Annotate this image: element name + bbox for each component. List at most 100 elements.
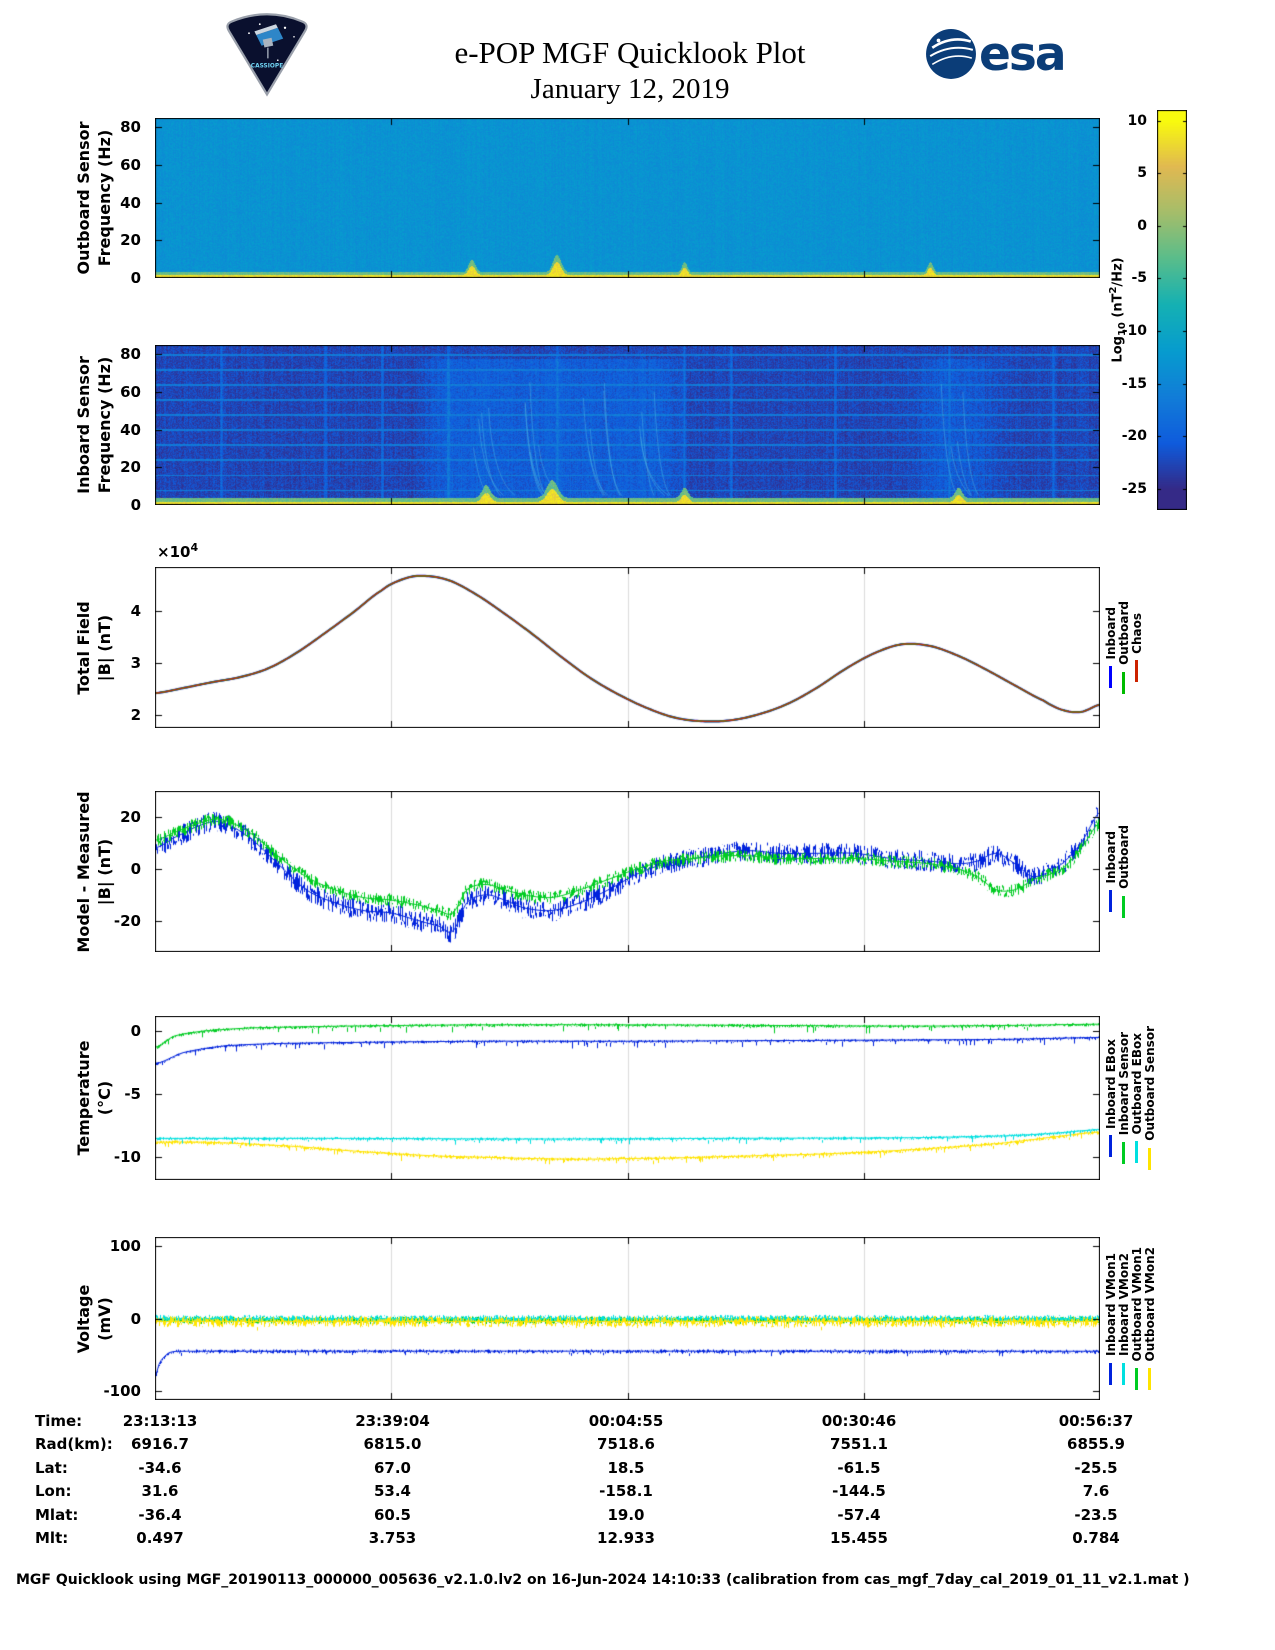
table-cell: -36.4: [138, 1505, 182, 1524]
row-label: Lat:: [35, 1458, 68, 1477]
table-row-radkm: Rad(km): 6916.7 6815.0 7518.6 7551.1 6855.9: [0, 1435, 1275, 1457]
title-block: e-POP MGF Quicklook Plot January 12, 201…: [320, 34, 940, 109]
y-tick-label: 3: [130, 654, 141, 673]
legend-label: Inboard VMon1: [1103, 1252, 1118, 1356]
y-tick-label: 100: [109, 1236, 141, 1255]
table-cell: -34.6: [138, 1458, 182, 1477]
y-tick-labels: 0 20 40 60 80: [0, 345, 150, 514]
outboard-spectrogram-canvas: [155, 118, 1100, 278]
legend-label: Inboard VMon2: [1116, 1252, 1131, 1356]
y-tick-labels: 0 20 40 60 80: [0, 118, 150, 287]
legend-marker: [1148, 1147, 1151, 1170]
table-cell: 31.6: [141, 1482, 179, 1501]
table-cell: 3.753: [368, 1529, 417, 1547]
y-tick-label: 60: [120, 156, 141, 175]
legend-label: Chaos: [1129, 612, 1144, 654]
table-cell: 19.0: [607, 1505, 645, 1524]
y-tick-label: -10: [113, 1148, 141, 1167]
y-tick-label: 40: [120, 420, 141, 439]
table-cell: -23.5: [1074, 1505, 1118, 1524]
table-cell: 7551.1: [830, 1435, 888, 1454]
colorbar-axis-label: Log10 (nT2/Hz): [1108, 257, 1128, 362]
legend-marker: [1122, 895, 1125, 918]
table-cell: 18.5: [607, 1458, 645, 1477]
legend-entry-outboard: Outboard: [1117, 791, 1131, 952]
legend-entry-outboard-vmon1: Outboard VMon1: [1129, 1237, 1144, 1400]
legend-marker: [1135, 660, 1138, 683]
legend-label: Outboard VMon1: [1129, 1246, 1144, 1362]
legend-marker: [1109, 890, 1112, 913]
cb-label-prefix: Log: [1110, 336, 1126, 363]
esa-wordmark: esa: [979, 26, 1067, 82]
legend-entry-outboard-ebox: Outboard EBox: [1129, 1016, 1144, 1180]
y-tick-label: 0: [130, 1309, 141, 1328]
legend-label: Inboard: [1103, 830, 1118, 884]
patch-shield: [226, 13, 308, 97]
cb-label-suffix: /Hz): [1110, 257, 1126, 287]
plot-area: [155, 345, 1100, 505]
patch-label: CASSIOPE: [251, 63, 283, 69]
row-label: Lon:: [35, 1482, 72, 1501]
legend-entry-inboard-sensor: Inboard Sensor: [1117, 1016, 1131, 1180]
y-tick-label: 40: [120, 193, 141, 212]
y-tick-label: 0: [130, 496, 141, 514]
legend-entry-outboard-vmon2: Outboard VMon2: [1143, 1237, 1157, 1400]
legend-label: Outboard EBox: [1129, 1032, 1144, 1135]
y-tick-label: 2: [130, 706, 141, 725]
colorbar-tick-label: -10: [1121, 323, 1147, 340]
colorbar-tick-label: -20: [1121, 428, 1147, 445]
plot-area: [155, 791, 1100, 952]
table-cell: 12.933: [597, 1529, 655, 1547]
table-row-time: Time: 23:13:13 23:39:04 00:04:55 00:30:46 00:…: [0, 1412, 1275, 1434]
patch-satellite-icon: [254, 24, 284, 59]
table-cell: 7.6: [1082, 1482, 1110, 1501]
table-cell: 23:39:04: [355, 1412, 430, 1430]
y-tick-label: 0: [130, 1022, 141, 1041]
model-minus-measured-canvas: [155, 791, 1100, 952]
legend-entry-inboard-ebox: Inboard EBox: [1104, 1016, 1118, 1180]
legend-label: Outboard: [1116, 601, 1131, 665]
colorbar-tick-label: -5: [1131, 270, 1147, 287]
panel-legend: Inboard Outboard Chaos: [1104, 567, 1144, 728]
esa-emblem-icon: [926, 29, 976, 79]
plot-area: [155, 1016, 1100, 1180]
y-tick-labels: 2 3 4: [0, 567, 150, 728]
esa-logo: esa: [925, 26, 1067, 82]
legend-marker: [1135, 1368, 1138, 1391]
table-cell: 00:04:55: [588, 1412, 664, 1430]
cb-label-sup: 2: [1108, 286, 1120, 294]
row-label: Time:: [35, 1412, 83, 1430]
table-cell: 60.5: [373, 1505, 411, 1524]
axis-scale-label: ×104: [157, 541, 198, 561]
row-label: Rad(km):: [35, 1435, 113, 1454]
table-cell: -25.5: [1074, 1458, 1118, 1477]
y-tick-label: 20: [120, 231, 141, 250]
colorbar-tick-label: 10: [1127, 112, 1147, 129]
y-tick-label: 0: [130, 859, 141, 878]
scale-prefix: ×10: [157, 543, 191, 561]
colorbar-tick-label: -25: [1121, 480, 1147, 497]
table-cell: 67.0: [373, 1458, 411, 1477]
y-tick-labels: -20 0 20: [0, 791, 150, 952]
y-tick-label: 20: [120, 807, 141, 826]
y-tick-label: 4: [130, 602, 141, 621]
total-field-canvas: [155, 567, 1100, 728]
colorbar-tick-label: 5: [1137, 165, 1147, 182]
table-cell: 15.455: [830, 1529, 888, 1547]
table-cell: 00:30:46: [821, 1412, 897, 1430]
legend-entry-inboard-vmon2: Inboard VMon2: [1116, 1237, 1131, 1400]
table-cell: 6916.7: [131, 1435, 189, 1454]
colorbar-gradient: [1157, 110, 1187, 510]
panel-legend: Inboard VMon1 Inboard VMon2 Outboard VMon1…: [1103, 1237, 1157, 1400]
legend-label: Outboard Sensor: [1142, 1026, 1157, 1141]
legend-marker: [1109, 1362, 1112, 1385]
plot-area: [155, 1237, 1100, 1400]
y-tick-labels: -100 0 100: [0, 1236, 150, 1401]
y-tick-label: 60: [120, 383, 141, 402]
y-tick-label: 20: [120, 458, 141, 477]
panel-legend: Inboard EBox Inboard Sensor Outboard EBox O…: [1104, 1016, 1157, 1180]
cb-label-mid: (nT: [1110, 293, 1126, 323]
ephemeris-table: Time: 23:13:13 23:39:04 00:04:55 00:30:46 00:…: [0, 1412, 1275, 1557]
table-cell: -61.5: [837, 1458, 881, 1477]
